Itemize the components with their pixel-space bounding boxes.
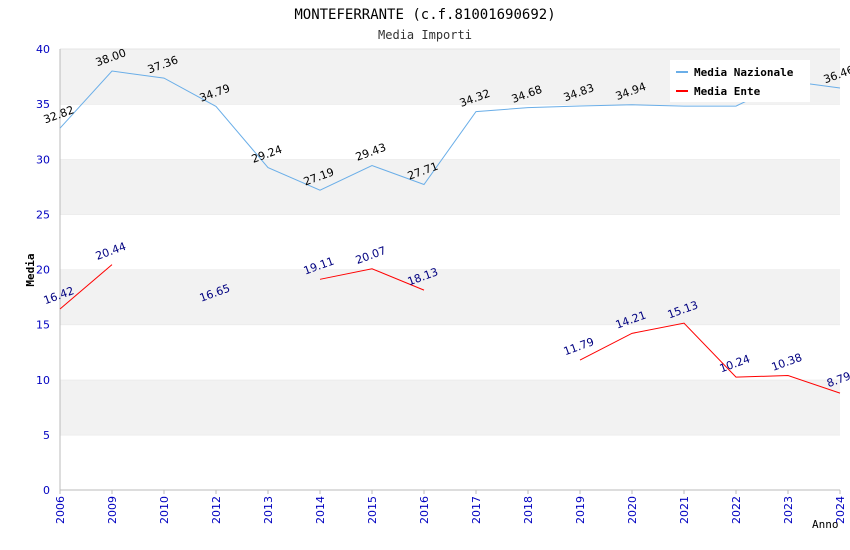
legend-label: Media Nazionale xyxy=(694,66,794,79)
x-tick-label: 2013 xyxy=(262,496,275,524)
series-line xyxy=(319,268,425,291)
x-tick-label: 2018 xyxy=(522,496,535,524)
grid-band xyxy=(60,379,840,435)
series-group xyxy=(59,70,841,394)
chart-subtitle: Media Importi xyxy=(378,28,472,42)
x-axis-label: Anno xyxy=(812,518,839,531)
x-tick-label: 2015 xyxy=(366,496,379,524)
x-tick-label: 2021 xyxy=(678,496,691,524)
x-tick-label: 2009 xyxy=(106,496,119,524)
grid-band xyxy=(60,434,840,490)
x-tick-label: 2017 xyxy=(470,496,483,524)
series-line xyxy=(59,264,113,310)
series-line xyxy=(579,322,841,394)
grid-band xyxy=(60,324,840,380)
grid-band xyxy=(60,104,840,160)
chart-title: MONTEFERRANTE (c.f.81001690692) xyxy=(294,7,555,23)
y-tick-label: 5 xyxy=(43,429,50,442)
x-tick-label: 2023 xyxy=(782,496,795,524)
x-tick-label: 2020 xyxy=(626,496,639,524)
x-tick-label: 2016 xyxy=(418,496,431,524)
y-tick-label: 10 xyxy=(36,374,50,387)
x-tick-label: 2014 xyxy=(314,496,327,524)
legend: Media Nazionale Media Ente xyxy=(670,60,810,102)
legend-label: Media Ente xyxy=(694,85,761,98)
x-tick-label: 2006 xyxy=(54,496,67,524)
y-tick-label: 20 xyxy=(36,264,50,277)
grid-bands xyxy=(60,48,840,490)
axes: 0 5 10 15 20 25 30 35 40 2006 2009 2010 2012 2013 2014… xyxy=(36,43,847,524)
y-tick-label: 35 xyxy=(36,98,50,111)
series-line xyxy=(59,70,841,191)
y-tick-label: 0 xyxy=(43,484,50,497)
y-tick-label: 25 xyxy=(36,208,50,221)
y-tick-label: 40 xyxy=(36,43,50,56)
y-axis-label: Media xyxy=(24,253,37,286)
x-tick-label: 2019 xyxy=(574,496,587,524)
grid-band xyxy=(60,214,840,270)
grid-band xyxy=(60,269,840,325)
y-tick-label: 15 xyxy=(36,319,50,332)
x-tick-label: 2022 xyxy=(730,496,743,524)
x-tick-label: 2024 xyxy=(834,496,847,524)
grid-band xyxy=(60,159,840,215)
x-tick-label: 2010 xyxy=(158,496,171,524)
y-tick-label: 30 xyxy=(36,153,50,166)
x-tick-label: 2012 xyxy=(210,496,223,524)
legend-box xyxy=(670,60,810,102)
